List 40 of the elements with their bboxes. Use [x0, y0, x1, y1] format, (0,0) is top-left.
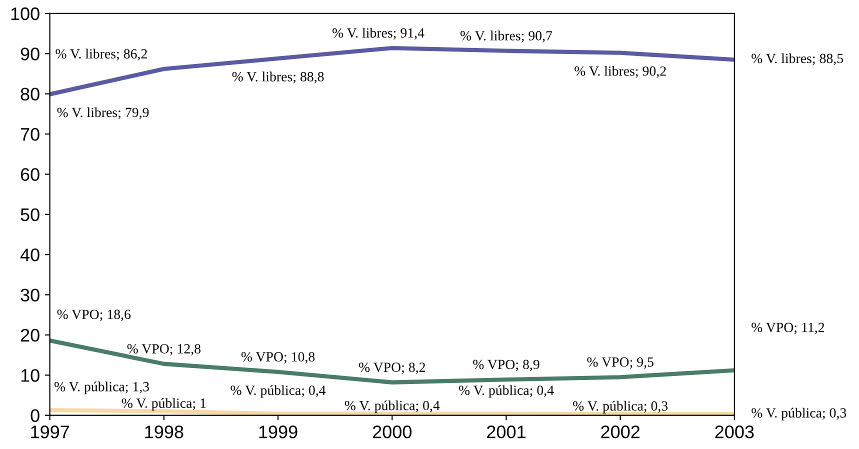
data-label: % V. pública; 0,3: [573, 400, 668, 414]
y-tick-label: 10: [21, 369, 40, 382]
y-tick-label: 50: [20, 208, 40, 222]
x-tick-label: 2002: [601, 426, 640, 438]
data-label: % V. pública; 0,4: [230, 385, 326, 398]
data-label: % VPO; 8,2: [358, 362, 426, 374]
y-tick-label: 80: [20, 88, 40, 101]
data-label: % V. libres; 90,2: [574, 66, 666, 78]
data-label: % VPO; 8,9: [473, 360, 540, 372]
data-label: % V. pública; 0,4: [344, 400, 440, 414]
x-tick-label: 1997: [31, 426, 69, 438]
x-tick-label: 1999: [259, 426, 298, 438]
y-tick-label: 40: [20, 248, 40, 262]
data-label: % VPO; 11,2: [752, 322, 824, 334]
y-tick-label: 0: [30, 409, 40, 422]
data-label: % VPO; 10,8: [241, 352, 315, 364]
data-label: % V. pública; 0,4: [458, 385, 554, 398]
data-label: % V. libres; 88,5: [752, 53, 844, 66]
data-label: % VPO; 18,6: [57, 310, 131, 322]
data-label: % V. libres; 91,4: [332, 28, 424, 40]
x-tick-label: 2003: [715, 426, 754, 438]
data-label: % V. libres; 79,9: [57, 107, 149, 120]
y-tick-label: 90: [20, 48, 40, 60]
y-tick-label: 30: [20, 288, 40, 302]
y-tick-label: 70: [20, 128, 40, 141]
data-label: % V. libres; 86,2: [56, 48, 147, 61]
line-series: [50, 46, 734, 96]
data-label: % V. pública; 1,3: [54, 382, 150, 394]
y-tick-label: 20: [20, 328, 40, 342]
data-label: % V. pública; 1: [122, 398, 206, 411]
x-tick-label: 1998: [145, 426, 184, 438]
data-label: % VPO; 9,5: [587, 357, 654, 369]
data-label: % VPO; 12,8: [127, 344, 201, 356]
y-tick-label: 100: [11, 7, 40, 20]
x-tick-label: 2000: [372, 426, 412, 438]
data-label: % V. libres; 90,7: [460, 30, 552, 42]
x-tick-label: 2001: [487, 426, 526, 438]
data-label: % V. pública; 0,3: [752, 408, 846, 420]
data-label: % V. libres; 88,8: [232, 72, 324, 84]
y-tick-label: 60: [20, 168, 40, 181]
